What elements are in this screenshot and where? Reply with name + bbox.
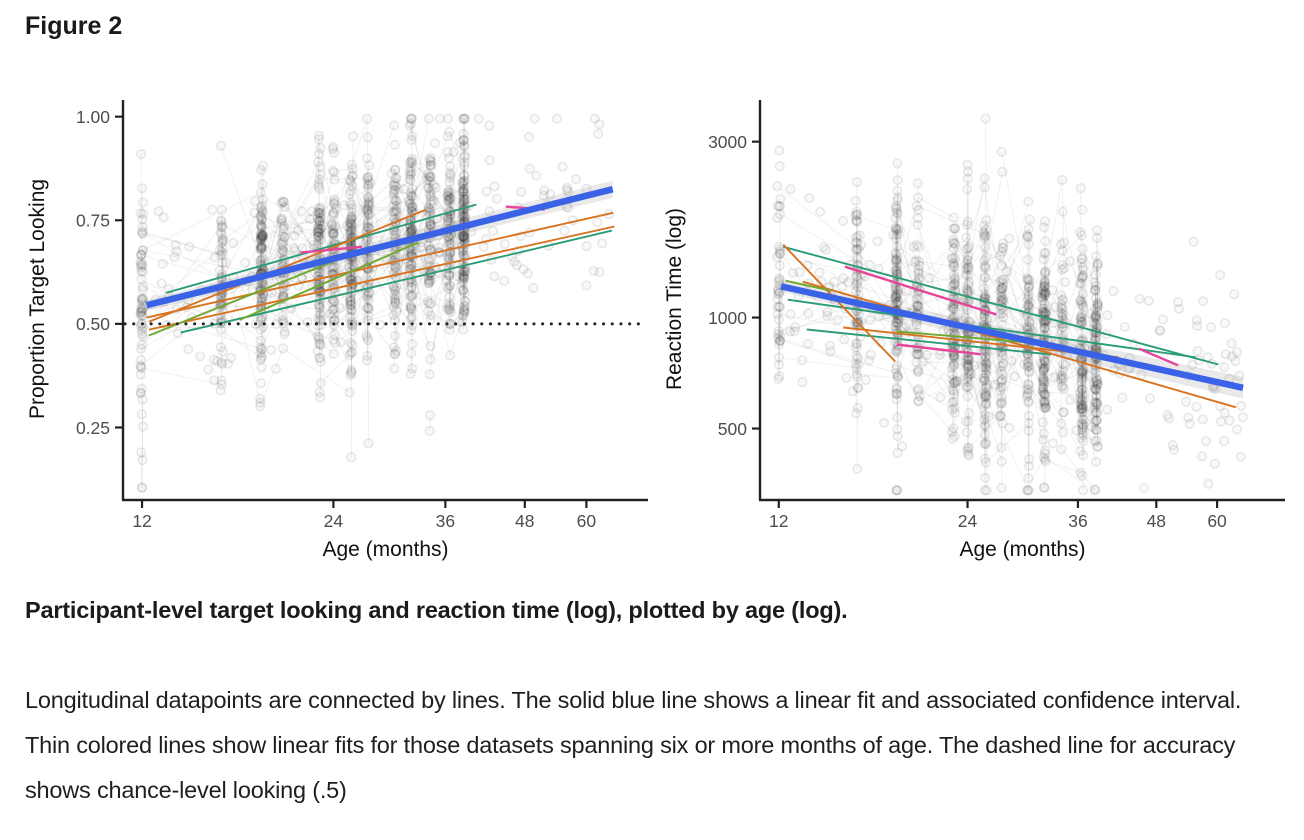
x-tick-label: 24 (324, 511, 344, 531)
x-tick-label: 36 (436, 511, 455, 531)
y-tick-label: 0.75 (76, 211, 110, 231)
y-tick-label: 1.00 (76, 107, 110, 127)
dataset-fit-line-orange (146, 211, 614, 319)
dataset-fit-line-orange (148, 225, 615, 331)
dataset-fit-line-teal (783, 245, 1219, 366)
y-tick-label: 0.25 (76, 418, 110, 438)
accuracy-panel-xlabel: Age (months) (322, 538, 448, 561)
dataset-fit-line-orange (782, 244, 896, 363)
dataset-fit-line-pink (1138, 347, 1179, 367)
x-tick-label: 12 (769, 511, 788, 531)
overall-fit-line (780, 283, 1244, 391)
dataset-fit-line-orange (148, 209, 426, 323)
x-tick-label: 12 (132, 511, 151, 531)
accuracy-panel: 0.25 0.50 0.75 1.00 12 24 36 48 60 Age (months) Pr… (26, 100, 648, 561)
figure-caption-body: Longitudinal datapoints are connected by… (25, 687, 1242, 803)
x-tick-label: 36 (1068, 511, 1087, 531)
longitudinal-connector-lines (777, 118, 1099, 491)
x-tick-label: 24 (958, 511, 978, 531)
y-tick-label: 1000 (708, 308, 747, 328)
dataset-fit-line-green (239, 241, 419, 321)
rt-panel-ylabel: Reaction Time (log) (663, 208, 686, 390)
figure-plots: 0.25 0.50 0.75 1.00 12 24 36 48 60 Age (months) Pr… (26, 100, 1285, 561)
dataset-fit-line-pink (844, 265, 997, 316)
dataset-fit-line-teal (806, 328, 1051, 356)
accuracy-panel-ylabel: Proportion Target Looking (26, 179, 49, 419)
x-tick-label: 60 (1207, 511, 1227, 531)
x-tick-label: 60 (577, 511, 597, 531)
rt-panel-axes: 500 1000 3000 12 24 36 48 60 Age (months) Reactio… (663, 100, 1285, 561)
rt-panel-xlabel: Age (months) (959, 538, 1085, 561)
dataset-fit-line-orange (802, 280, 1237, 409)
dataset-fit-line-teal (787, 298, 1196, 359)
dataset-fit-line-teal (180, 229, 613, 334)
dataset-fit-line-teal (166, 203, 477, 294)
dataset-fit-line-green (148, 258, 339, 337)
x-tick-label: 48 (515, 511, 534, 531)
y-tick-label: 0.50 (76, 314, 110, 334)
rt-panel-plot-area (772, 113, 1248, 496)
accuracy-panel-axes: 0.25 0.50 0.75 1.00 12 24 36 48 60 Age (months) Pr… (26, 100, 648, 561)
dataset-fit-line-pink (300, 245, 362, 254)
accuracy-panel-plot-area (135, 113, 615, 493)
figure-label: Figure 2 (25, 12, 123, 40)
figure-caption-title: Participant-level target looking and rea… (25, 597, 848, 623)
y-tick-label: 3000 (708, 132, 747, 152)
x-tick-label: 48 (1147, 511, 1166, 531)
dataset-fit-line-green (785, 279, 831, 292)
overall-fit-line (145, 186, 614, 309)
rt-panel: 500 1000 3000 12 24 36 48 60 Age (months) Reactio… (663, 100, 1285, 561)
dataset-fit-line-pink (896, 343, 981, 356)
y-tick-label: 500 (718, 419, 747, 439)
